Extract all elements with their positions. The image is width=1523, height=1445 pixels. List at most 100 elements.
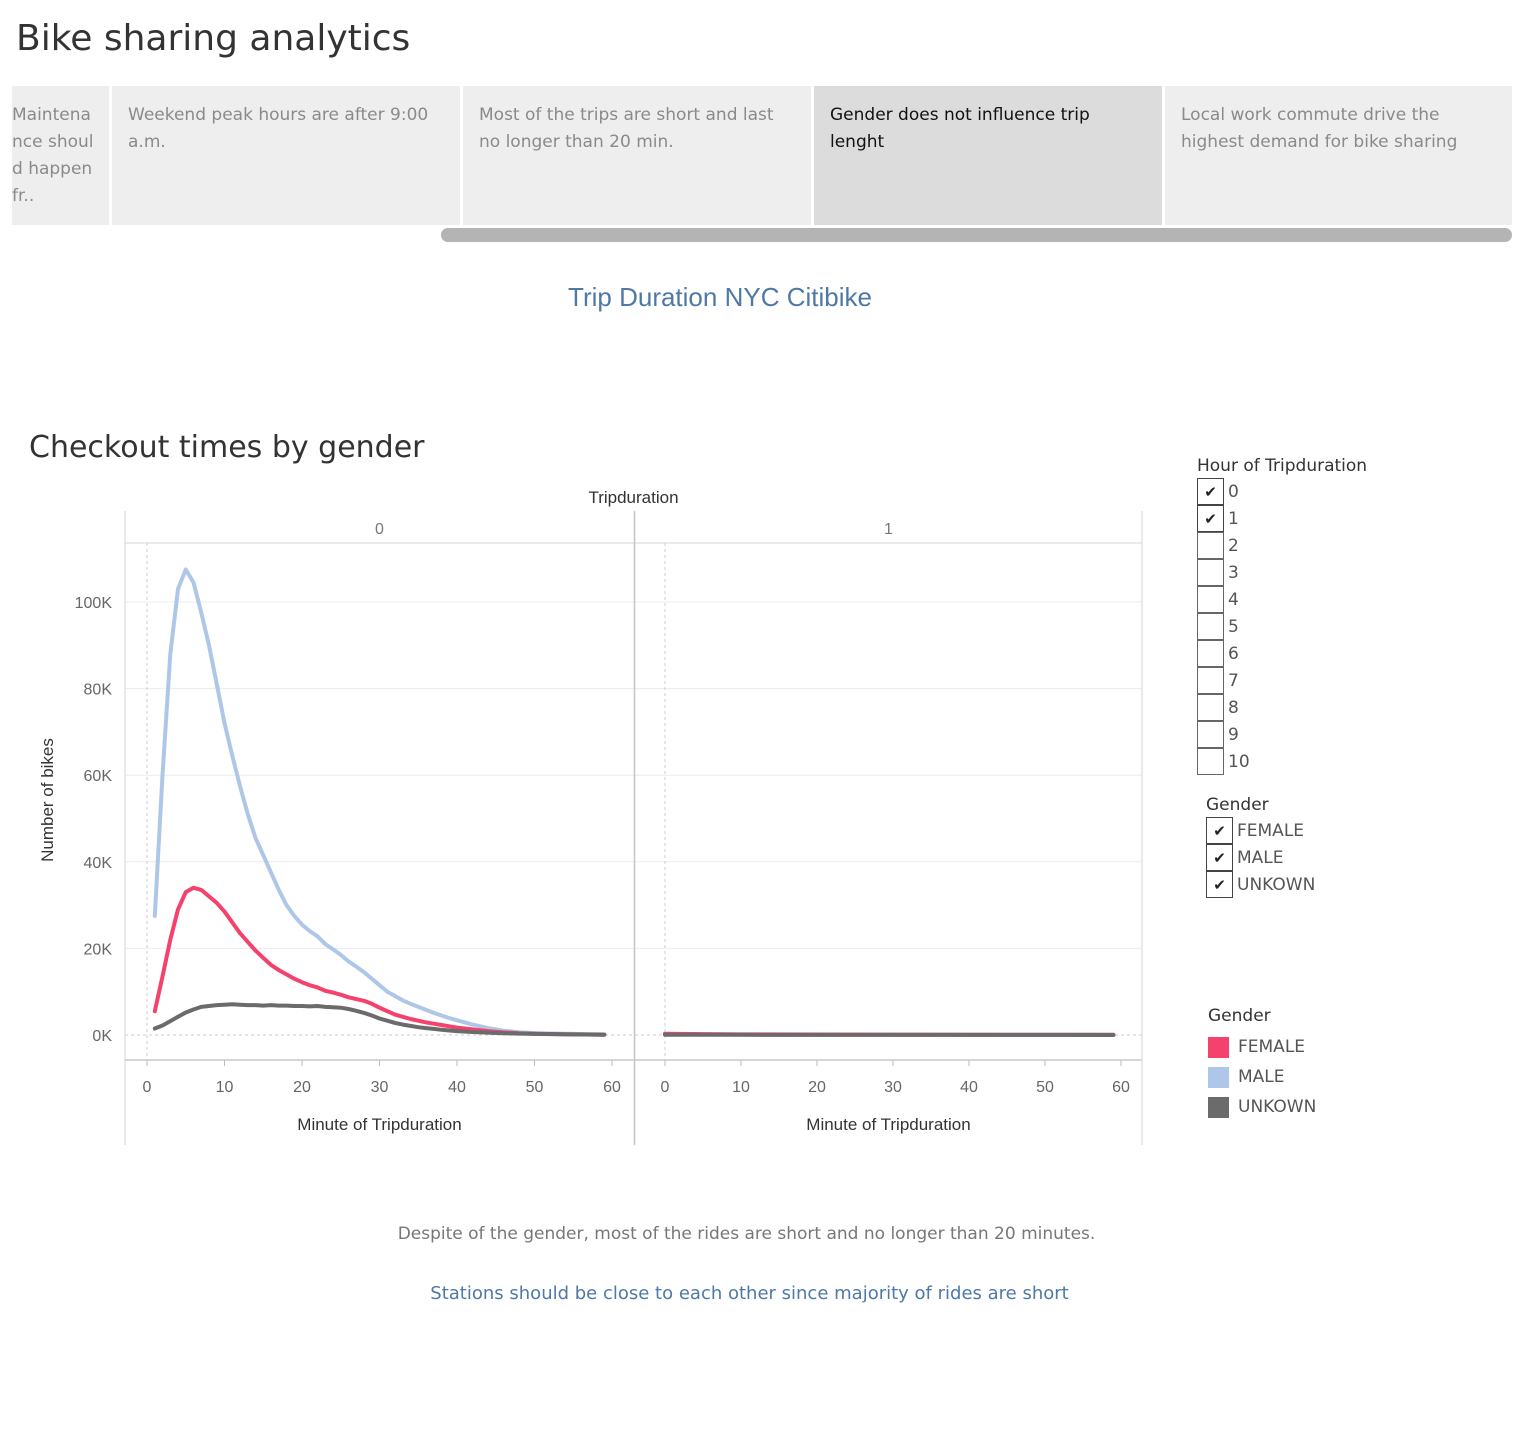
story-point-text: Weekend peak hours are after 9:00 a.m. bbox=[128, 105, 429, 152]
legend-swatch bbox=[1208, 1096, 1229, 1118]
x-tick-label: 20 bbox=[808, 1079, 826, 1096]
hour-filter-option-label: 8 bbox=[1228, 697, 1239, 718]
legend-label: UNKOWN bbox=[1238, 1097, 1317, 1117]
y-tick-label: 20K bbox=[84, 941, 113, 958]
checkbox-empty-icon[interactable] bbox=[1197, 640, 1224, 667]
checkbox-empty-icon[interactable] bbox=[1197, 667, 1224, 694]
story-title: Bike sharing analytics bbox=[16, 18, 411, 59]
legend-label: FEMALE bbox=[1238, 1037, 1306, 1057]
hour-filter-title: Hour of Tripduration bbox=[1197, 456, 1368, 476]
legend-swatch bbox=[1208, 1066, 1229, 1088]
hour-filter-option-7[interactable]: 7 bbox=[1197, 667, 1367, 694]
hour-filter-option-label: 10 bbox=[1228, 751, 1250, 772]
checkbox-checked-icon[interactable]: ✔ bbox=[1206, 844, 1233, 871]
x-tick-label: 20 bbox=[293, 1079, 311, 1096]
y-tick-label: 80K bbox=[84, 682, 113, 699]
story-point-text: Gender does not influence trip lenght bbox=[830, 105, 1090, 152]
legend-label: MALE bbox=[1238, 1067, 1285, 1087]
gender-filter-option-unkown[interactable]: ✔ UNKOWN bbox=[1206, 871, 1315, 898]
dashboard-title: Trip Duration NYC Citibike bbox=[568, 282, 872, 312]
checkbox-checked-icon[interactable]: ✔ bbox=[1197, 478, 1224, 505]
x-tick-label: 40 bbox=[960, 1079, 978, 1096]
x-tick-label: 30 bbox=[884, 1079, 902, 1096]
x-tick-label: 10 bbox=[732, 1079, 750, 1096]
checkbox-empty-icon[interactable] bbox=[1197, 748, 1224, 775]
gender-filter-option-label: MALE bbox=[1237, 847, 1284, 868]
series-line-male bbox=[152, 567, 607, 1037]
column-header-label: Tripduration bbox=[588, 488, 678, 507]
hour-filter-option-label: 5 bbox=[1228, 616, 1239, 637]
hour-filter-option-6[interactable]: 6 bbox=[1197, 640, 1367, 667]
x-tick-label: 50 bbox=[1036, 1079, 1054, 1096]
story-scrollbar[interactable] bbox=[441, 228, 1512, 242]
x-tick-label: 50 bbox=[526, 1079, 544, 1096]
y-tick-label: 100K bbox=[75, 595, 113, 612]
hour-filter-option-9[interactable]: 9 bbox=[1197, 721, 1367, 748]
x-tick-label: 60 bbox=[603, 1079, 621, 1096]
y-tick-label: 0K bbox=[92, 1028, 112, 1045]
hour-filter-option-label: 1 bbox=[1228, 508, 1239, 529]
checkbox-checked-icon[interactable]: ✔ bbox=[1206, 871, 1233, 898]
story-point-text: Local work commute drive the highest dem… bbox=[1181, 105, 1458, 152]
checkbox-empty-icon[interactable] bbox=[1197, 721, 1224, 748]
recommendation-caption: Stations should be close to each other s… bbox=[430, 1283, 1069, 1304]
y-tick-label: 40K bbox=[84, 855, 113, 872]
hour-filter-option-4[interactable]: 4 bbox=[1197, 586, 1367, 613]
panel-header-label: 0 bbox=[375, 521, 384, 538]
legend-item-male[interactable]: MALE bbox=[1208, 1062, 1316, 1092]
hour-filter: Hour of Tripduration ✔ 0 ✔ 1 2 3 4 5 6 7 8 9 10 bbox=[1197, 456, 1367, 775]
hour-filter-option-10[interactable]: 10 bbox=[1197, 748, 1367, 775]
gender-filter-option-label: FEMALE bbox=[1237, 820, 1305, 841]
checkbox-empty-icon[interactable] bbox=[1197, 694, 1224, 721]
y-axis-title: Number of bikes bbox=[38, 738, 57, 862]
x-tick-label: 10 bbox=[216, 1079, 234, 1096]
gender-filter-option-female[interactable]: ✔ FEMALE bbox=[1206, 817, 1315, 844]
gender-legend: Gender FEMALE MALE UNKOWN bbox=[1208, 1006, 1316, 1122]
series-line-unkown bbox=[152, 1002, 607, 1037]
gender-filter-option-label: UNKOWN bbox=[1237, 874, 1316, 895]
hour-filter-option-label: 3 bbox=[1228, 562, 1239, 583]
x-tick-label: 40 bbox=[448, 1079, 466, 1096]
x-tick-label: 60 bbox=[1112, 1079, 1130, 1096]
hour-filter-option-label: 6 bbox=[1228, 643, 1239, 664]
gender-filter-title: Gender bbox=[1206, 795, 1269, 815]
legend-swatch bbox=[1208, 1036, 1229, 1058]
x-axis-title: Minute of Tripduration bbox=[806, 1115, 970, 1134]
story-point-gender[interactable]: Gender does not influence trip lenght bbox=[814, 86, 1162, 225]
story-point-text-line: Maintena bbox=[12, 105, 91, 125]
series-line-female bbox=[152, 885, 607, 1037]
panel-header-label: 1 bbox=[884, 521, 893, 538]
story-point-weekend-peak[interactable]: Weekend peak hours are after 9:00 a.m. bbox=[112, 86, 460, 225]
story-navigator: Maintena nce shoul d happen fr.. Weekend… bbox=[12, 86, 1512, 225]
hour-filter-option-8[interactable]: 8 bbox=[1197, 694, 1367, 721]
hour-filter-option-label: 7 bbox=[1228, 670, 1239, 691]
checkbox-empty-icon[interactable] bbox=[1197, 559, 1224, 586]
legend-item-unkown[interactable]: UNKOWN bbox=[1208, 1092, 1316, 1122]
checkbox-checked-icon[interactable]: ✔ bbox=[1206, 817, 1233, 844]
story-point-maintenance[interactable]: Maintena nce shoul d happen fr.. bbox=[12, 86, 109, 225]
hour-filter-option-label: 2 bbox=[1228, 535, 1239, 556]
hour-filter-option-2[interactable]: 2 bbox=[1197, 532, 1367, 559]
x-tick-label: 0 bbox=[143, 1079, 152, 1096]
story-point-commute[interactable]: Local work commute drive the highest dem… bbox=[1165, 86, 1512, 225]
hour-filter-option-5[interactable]: 5 bbox=[1197, 613, 1367, 640]
sheet-title: Checkout times by gender bbox=[29, 430, 425, 465]
checkbox-empty-icon[interactable] bbox=[1197, 613, 1224, 640]
story-point-short-trips[interactable]: Most of the trips are short and last no … bbox=[463, 86, 811, 225]
chart-caption: Despite of the gender, most of the rides… bbox=[397, 1224, 1096, 1244]
hour-filter-option-label: 4 bbox=[1228, 589, 1239, 610]
checkbox-empty-icon[interactable] bbox=[1197, 586, 1224, 613]
x-tick-label: 0 bbox=[661, 1079, 670, 1096]
checkbox-checked-icon[interactable]: ✔ bbox=[1197, 505, 1224, 532]
legend-item-female[interactable]: FEMALE bbox=[1208, 1032, 1316, 1062]
hour-filter-option-3[interactable]: 3 bbox=[1197, 559, 1367, 586]
hour-filter-option-0[interactable]: ✔ 0 bbox=[1197, 478, 1367, 505]
gender-filter: Gender ✔ FEMALE ✔ MALE ✔ UNKOWN bbox=[1206, 795, 1315, 898]
y-tick-label: 60K bbox=[84, 768, 113, 785]
hour-filter-option-1[interactable]: ✔ 1 bbox=[1197, 505, 1367, 532]
gender-filter-option-male[interactable]: ✔ MALE bbox=[1206, 844, 1315, 871]
x-tick-label: 30 bbox=[371, 1079, 389, 1096]
hour-filter-option-label: 9 bbox=[1228, 724, 1239, 745]
checkbox-empty-icon[interactable] bbox=[1197, 532, 1224, 559]
